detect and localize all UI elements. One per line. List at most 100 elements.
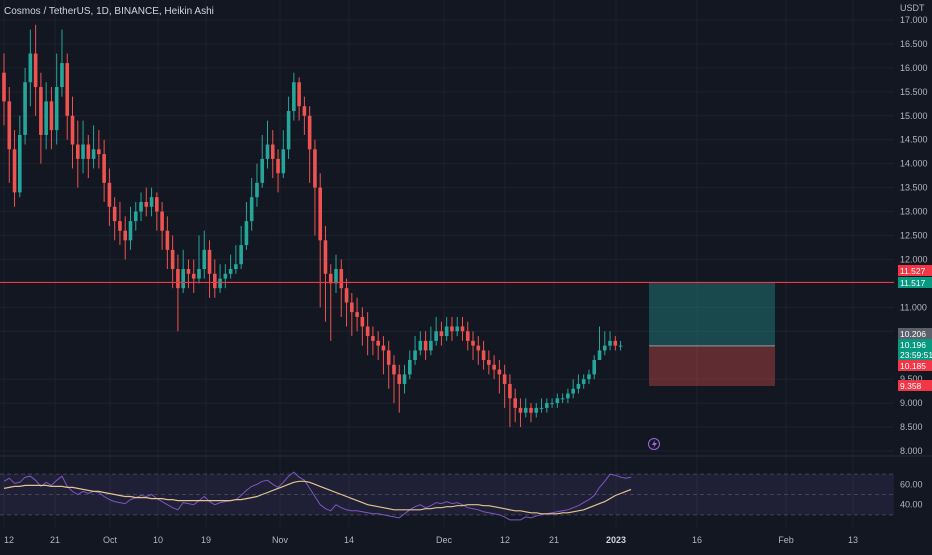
candle-body bbox=[350, 302, 354, 313]
candle-body bbox=[112, 206, 117, 222]
candle-body bbox=[550, 403, 554, 405]
time-tick-label: 12 bbox=[4, 535, 14, 545]
price-tick-label: 9.000 bbox=[900, 398, 923, 408]
candle-body bbox=[239, 245, 243, 265]
misc-icons bbox=[648, 438, 660, 450]
price-tick-label: 17.000 bbox=[900, 15, 928, 25]
badge-stop-entry-bg bbox=[898, 360, 932, 371]
candle-body bbox=[581, 379, 586, 384]
grid bbox=[0, 0, 894, 527]
candle-body bbox=[334, 269, 338, 284]
candle-body bbox=[313, 149, 317, 188]
candle-body bbox=[70, 115, 75, 145]
rsi-tick-label: 60.00 bbox=[900, 479, 923, 489]
candle-body bbox=[371, 336, 375, 341]
candle-body bbox=[276, 158, 280, 174]
badge-countdown-text: 23:59:51 bbox=[900, 350, 932, 360]
candle-body bbox=[539, 407, 544, 409]
candle-body bbox=[545, 403, 549, 408]
rsi-line bbox=[3, 471, 632, 521]
candle-body bbox=[523, 407, 528, 413]
candle-body bbox=[518, 407, 523, 413]
candle-body bbox=[502, 374, 507, 384]
stop-loss-zone bbox=[649, 345, 775, 386]
candle-body bbox=[186, 269, 191, 274]
candle-body bbox=[413, 350, 417, 361]
candle-body bbox=[492, 364, 496, 370]
badge-resistance-bg bbox=[898, 265, 932, 276]
candle-body bbox=[423, 340, 428, 351]
candle-body bbox=[218, 278, 222, 289]
candle-body bbox=[455, 326, 460, 332]
price-tick-label: 16.000 bbox=[900, 63, 928, 73]
candle-body bbox=[249, 197, 254, 222]
lightning-icon bbox=[648, 438, 660, 450]
candle-body bbox=[102, 154, 106, 183]
badge-stop-loss: 9.358 bbox=[898, 380, 932, 391]
time-tick-label: 19 bbox=[201, 535, 211, 545]
badge-take-profit: 11.517 bbox=[898, 277, 932, 288]
candle-body bbox=[339, 269, 344, 289]
candle-body bbox=[587, 374, 591, 380]
candle-body bbox=[360, 316, 365, 327]
candle-body bbox=[33, 53, 38, 88]
price-tick-label: 9.500 bbox=[900, 374, 923, 384]
price-tick-label: 8.500 bbox=[900, 422, 923, 432]
candles bbox=[2, 24, 623, 428]
lightning-icon-bolt bbox=[652, 440, 657, 449]
price-tick-label: 8.000 bbox=[900, 446, 923, 456]
time-tick-label: 10 bbox=[153, 535, 163, 545]
candle-body bbox=[471, 340, 475, 346]
candle-body bbox=[54, 87, 59, 131]
candle-body bbox=[155, 197, 159, 212]
candle-body bbox=[12, 149, 17, 193]
candle-body bbox=[107, 182, 112, 207]
candle-body bbox=[297, 82, 301, 107]
time-tick-label: Nov bbox=[272, 535, 289, 545]
candle-body bbox=[402, 374, 407, 384]
price-tick-label: 12.500 bbox=[900, 231, 928, 241]
candle-body bbox=[392, 364, 396, 375]
candle-body bbox=[44, 101, 48, 135]
candle-body bbox=[160, 211, 164, 231]
badge-entry: 10.206 bbox=[898, 328, 932, 339]
candle-body bbox=[355, 312, 359, 317]
candle-body bbox=[560, 398, 565, 400]
candle-body bbox=[571, 388, 575, 394]
badge-countdown: 23:59:51 bbox=[898, 349, 932, 360]
candle-body bbox=[176, 269, 180, 289]
candle-body bbox=[128, 221, 133, 241]
candle-body bbox=[39, 87, 43, 135]
price-tick-label: 13.500 bbox=[900, 183, 928, 193]
price-tick-label: 14.500 bbox=[900, 135, 928, 145]
candle-body bbox=[65, 63, 70, 116]
candle-body bbox=[265, 144, 270, 159]
candle-body bbox=[434, 331, 438, 341]
price-tick-label: 15.500 bbox=[900, 87, 928, 97]
candle-body bbox=[292, 82, 296, 111]
candle-body bbox=[302, 106, 307, 116]
candle-body bbox=[318, 187, 322, 241]
time-tick-label: 2023 bbox=[606, 535, 626, 545]
candle-body bbox=[592, 360, 597, 375]
badge-entry-bg bbox=[898, 328, 932, 339]
candle-body bbox=[481, 350, 486, 361]
candle-body bbox=[508, 383, 512, 399]
candle-body bbox=[213, 273, 217, 289]
candle-body bbox=[460, 326, 465, 332]
candle-body bbox=[133, 211, 138, 222]
candle-body bbox=[223, 273, 228, 279]
time-tick-label: 12 bbox=[500, 535, 510, 545]
badge-stop-loss-bg bbox=[898, 380, 932, 391]
time-tick-label: Feb bbox=[778, 535, 794, 545]
candle-body bbox=[234, 264, 238, 270]
candle-body bbox=[328, 273, 333, 284]
candle-body bbox=[75, 144, 80, 159]
time-tick-label: 14 bbox=[344, 535, 354, 545]
candle-body bbox=[191, 273, 196, 279]
candle-body bbox=[602, 345, 607, 351]
axes: 17.000 16.500 16.000 15.500 15.000 14.500 14.0… bbox=[4, 3, 928, 545]
